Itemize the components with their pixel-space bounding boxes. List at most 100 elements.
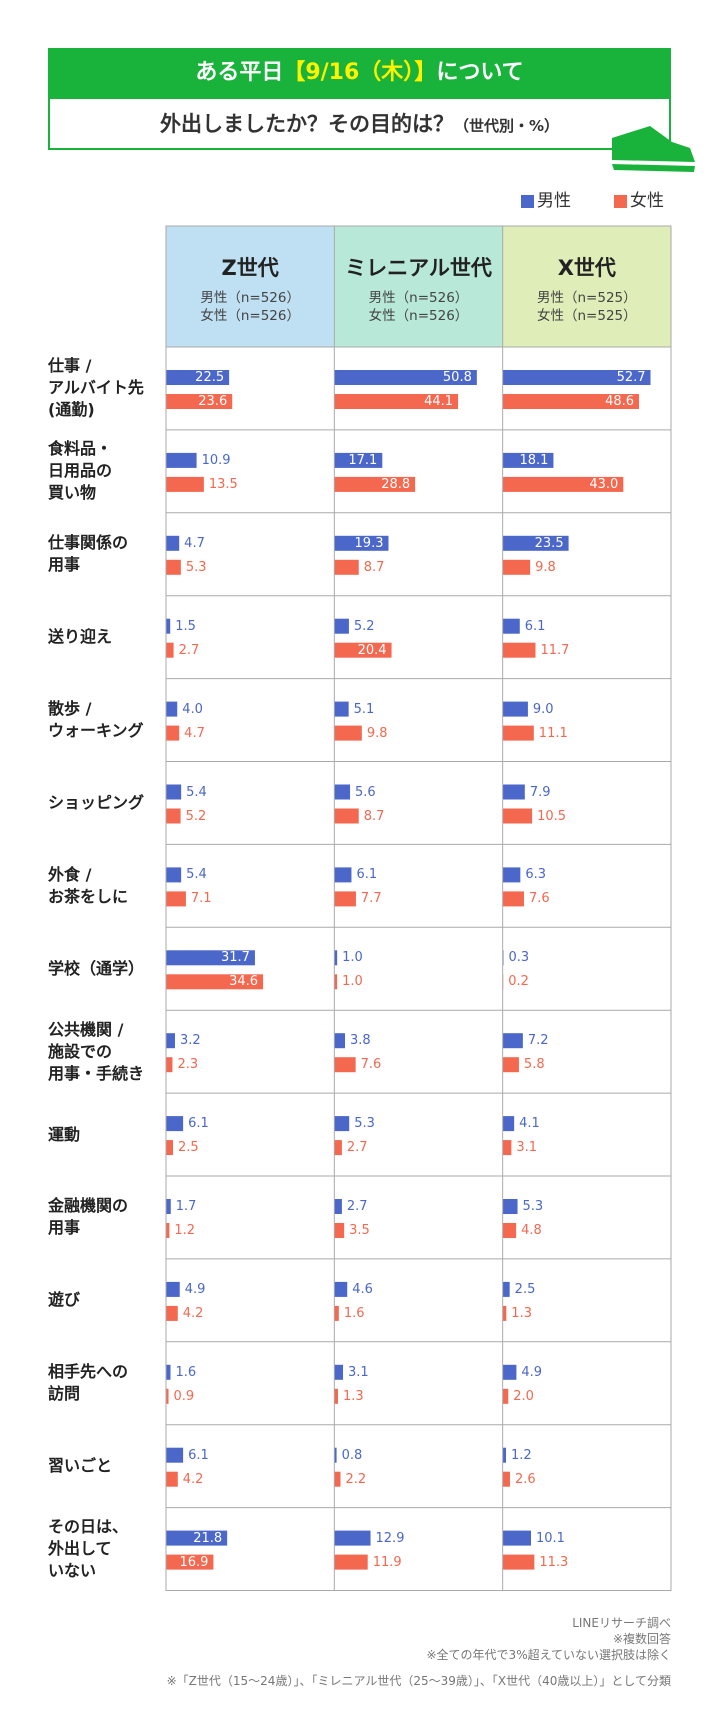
panel-header — [166, 226, 335, 347]
bar — [334, 1305, 339, 1321]
value-label: 1.2 — [174, 1223, 196, 1238]
value-label: 23.6 — [198, 394, 228, 409]
value-label: 16.9 — [179, 1554, 209, 1570]
value-label: 1.3 — [511, 1305, 532, 1321]
bar — [502, 1033, 523, 1049]
bar — [502, 867, 521, 883]
bar — [166, 1554, 214, 1570]
bar — [502, 1554, 535, 1570]
bar — [334, 1447, 337, 1463]
value-label: 31.7 — [220, 950, 250, 966]
bar — [334, 1057, 356, 1073]
bar — [166, 950, 255, 966]
value-label: 11.7 — [540, 642, 570, 658]
value-label: 3.2 — [179, 1033, 201, 1049]
value-label: 11.1 — [538, 725, 568, 741]
bar — [502, 1057, 519, 1073]
panel-note: 男性（n=526） — [200, 290, 300, 306]
bar — [502, 1199, 518, 1214]
value-label: 2.3 — [177, 1057, 199, 1073]
value-label: 2.7 — [346, 1199, 368, 1214]
value-label: 28.8 — [381, 476, 411, 492]
value-label: 8.7 — [363, 559, 385, 575]
category-label: 仕事関係の 用事 — [48, 533, 129, 575]
bar — [334, 476, 416, 492]
value-label: 48.6 — [605, 394, 635, 409]
bar — [334, 784, 351, 800]
shoe-sole — [612, 164, 695, 172]
value-label: 1.6 — [175, 1364, 197, 1380]
value-label: 1.6 — [343, 1305, 365, 1321]
value-label: 0.2 — [508, 974, 529, 990]
subtitle-text: 外出しましたか？その目的は？ — [159, 112, 454, 136]
value-label: 10.9 — [201, 452, 231, 468]
value-label: 0.3 — [508, 950, 530, 966]
bar — [166, 1447, 184, 1463]
value-label: 3.1 — [348, 1364, 369, 1380]
value-label: 4.7 — [184, 725, 205, 741]
value-label: 9.8 — [535, 559, 556, 575]
bar — [502, 1388, 509, 1404]
value-label: 5.3 — [522, 1199, 544, 1214]
bar — [334, 535, 389, 551]
bar — [502, 725, 534, 741]
value-label: 5.6 — [355, 784, 376, 800]
title-date: 【9/16（木）】 — [283, 60, 437, 85]
value-label: 4.8 — [521, 1223, 542, 1238]
value-label: 44.1 — [424, 394, 454, 409]
panel-note: 女性（n=525） — [537, 308, 637, 324]
bar — [166, 618, 171, 634]
value-label: 1.0 — [342, 974, 363, 990]
bar — [166, 394, 233, 409]
bar — [166, 1281, 180, 1297]
subtitle-box — [48, 97, 671, 150]
value-label: 3.8 — [349, 1033, 371, 1049]
bar — [166, 1057, 173, 1073]
bar — [334, 1223, 345, 1238]
bar — [334, 725, 362, 741]
value-label: 22.5 — [195, 370, 225, 385]
value-label: 7.2 — [527, 1033, 549, 1049]
bar — [502, 1116, 515, 1132]
value-label: 5.4 — [186, 867, 207, 883]
value-label: 7.7 — [360, 891, 382, 907]
title-band — [48, 48, 671, 98]
subtitle-note: （世代別・%） — [453, 117, 560, 135]
value-label: 2.0 — [513, 1388, 534, 1404]
bar — [502, 1281, 510, 1297]
category-label: 食料品・ 日用品の 買い物 — [48, 439, 113, 503]
value-label: 5.2 — [185, 808, 207, 824]
value-label: 12.9 — [375, 1530, 405, 1546]
value-label: 1.3 — [342, 1388, 364, 1404]
value-label: 11.9 — [372, 1554, 402, 1570]
category-label: 運動 — [48, 1124, 81, 1144]
bar — [334, 974, 338, 990]
value-label: 4.2 — [182, 1471, 204, 1487]
bar — [166, 1388, 169, 1404]
value-label: 5.4 — [186, 784, 207, 800]
panel-title: ミレニアル世代 — [345, 256, 492, 280]
bar — [502, 808, 533, 824]
bar — [502, 891, 524, 907]
bar — [502, 642, 536, 658]
bar — [166, 642, 174, 658]
bar — [166, 891, 186, 907]
bar — [166, 1305, 178, 1321]
bar — [502, 370, 651, 385]
value-label: 7.9 — [529, 784, 551, 800]
value-label: 11.3 — [539, 1554, 569, 1570]
value-label: 52.7 — [616, 370, 646, 385]
bar — [334, 1140, 342, 1156]
bar — [166, 1033, 175, 1049]
value-label: 10.1 — [535, 1530, 565, 1546]
bar — [502, 1447, 507, 1463]
bar — [334, 394, 459, 409]
value-label: 2.5 — [514, 1281, 536, 1297]
value-label: 3.1 — [516, 1140, 538, 1156]
value-label: 6.3 — [525, 867, 547, 883]
bar — [334, 867, 352, 883]
value-label: 6.1 — [188, 1116, 209, 1132]
value-label: 2.2 — [345, 1471, 367, 1487]
value-label: 13.5 — [208, 476, 238, 492]
value-label: 9.8 — [366, 725, 388, 741]
